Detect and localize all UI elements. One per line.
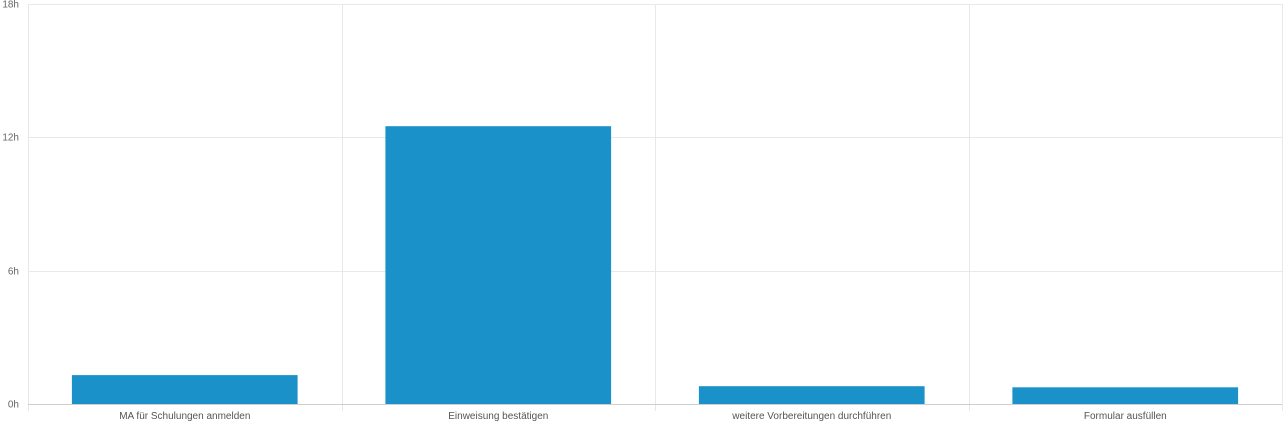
bar <box>698 386 925 404</box>
y-tick-label: 0h <box>8 400 19 411</box>
x-category-label: Formular ausfüllen <box>1084 411 1167 422</box>
y-tick-label: 18h <box>2 0 19 11</box>
bar <box>1012 387 1239 404</box>
bar <box>385 126 612 404</box>
x-category-label: MA für Schulungen anmelden <box>119 411 250 422</box>
bars-layer <box>71 126 1239 404</box>
x-category-label: Einweisung bestätigen <box>448 411 548 422</box>
grid-layer <box>28 4 1283 411</box>
y-tick-label: 6h <box>8 267 19 278</box>
y-tick-label: 12h <box>2 133 19 144</box>
bar <box>71 375 298 404</box>
x-category-label: weitere Vorbereitungen durchführen <box>731 411 891 422</box>
labels-layer: 0h 6h 12h 18h MA für Schulungen anmelden Einw… <box>2 0 1166 422</box>
